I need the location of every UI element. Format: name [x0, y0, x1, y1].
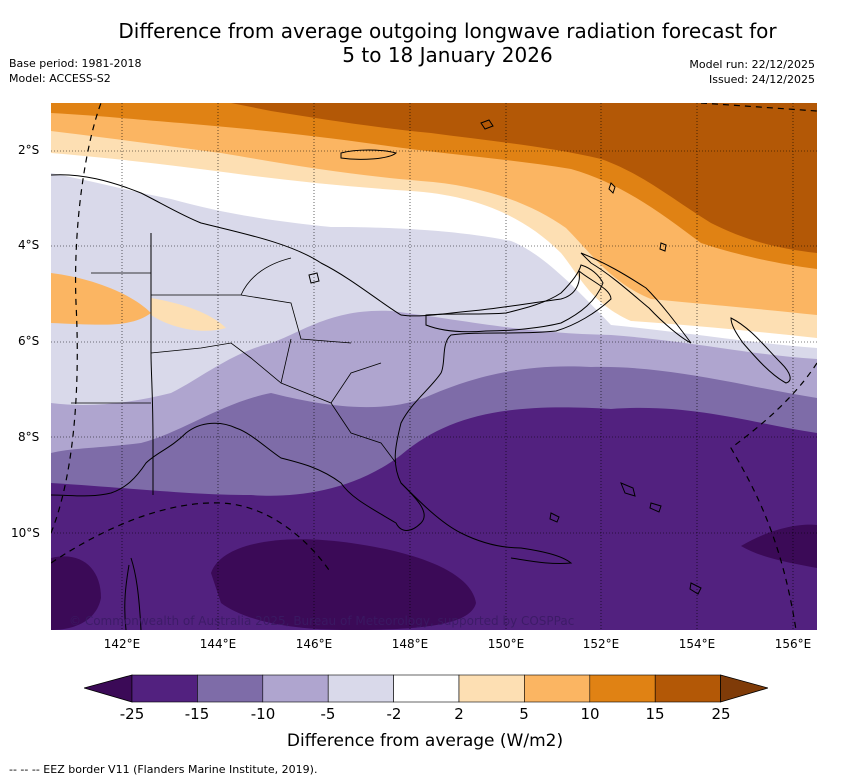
title-line-2: 5 to 18 January 2026: [342, 43, 553, 67]
cbar-tick-minus2: -2: [386, 705, 402, 723]
graticule: [51, 103, 817, 630]
eez-border-dashed: [50, 102, 818, 631]
lon-label-154e: 154°E: [678, 637, 716, 651]
lon-label-150e: 150°E: [487, 637, 525, 651]
bougainville-coastline: [730, 317, 791, 384]
colorbar-seg-8: [589, 674, 656, 703]
cbar-tick-plus2: 2: [454, 705, 464, 723]
blob-lt-minus25-east: [741, 524, 817, 568]
cbar-tick-plus25: 25: [711, 705, 731, 723]
meta-right: Model run: 22/12/2025 Issued: 24/12/2025: [689, 57, 815, 87]
colorbar-seg-4: [327, 674, 394, 703]
model-name: Model: ACCESS-S2: [9, 72, 111, 85]
colorbar-seg-3: [262, 674, 329, 703]
base-period: Base period: 1981-2018: [9, 57, 142, 70]
lon-label-144e: 144°E: [199, 637, 237, 651]
cbar-tick-plus10: 10: [580, 705, 600, 723]
cbar-tick-minus15: -15: [184, 705, 210, 723]
lat-label-2s: 2°S: [18, 143, 40, 157]
west-cream-patch: [151, 298, 226, 331]
lon-label-148e: 148°E: [391, 637, 429, 651]
colorbar-seg-1: [131, 674, 198, 703]
title-line-1: Difference from average outgoing longwav…: [118, 19, 777, 43]
chart-title: Difference from average outgoing longwav…: [0, 19, 850, 67]
map-panel: [50, 102, 818, 631]
cbar-tick-minus10: -10: [250, 705, 276, 723]
small-islands-north: [308, 119, 667, 284]
lon-label-152e: 152°E: [582, 637, 620, 651]
cape-york-coast: [124, 557, 142, 631]
cbar-tick-minus5: -5: [320, 705, 336, 723]
lon-label-156e: 156°E: [774, 637, 812, 651]
cbar-tick-plus15: 15: [645, 705, 665, 723]
blob-lt-minus25-southwest: [51, 556, 101, 630]
anomaly-map: [50, 102, 818, 631]
colorbar-extend-low: [82, 674, 133, 703]
meta-left: Base period: 1981-2018 Model: ACCESS-S2: [9, 56, 141, 86]
new-guinea-coastline: [50, 174, 612, 531]
colorbar-seg-5: [393, 674, 460, 703]
lon-label-146e: 146°E: [295, 637, 333, 651]
province-borders: [71, 257, 397, 464]
colorbar-seg-2: [197, 674, 264, 703]
new-britain-coastline: [425, 264, 604, 333]
lat-label-6s: 6°S: [18, 334, 40, 348]
colorbar: [82, 673, 770, 709]
colorbar-svg: [82, 674, 770, 703]
lat-label-10s: 10°S: [11, 526, 40, 540]
lat-label-4s: 4°S: [18, 238, 40, 252]
eez-legend: -- -- -- EEZ border V11 (Flanders Marine…: [9, 763, 318, 776]
lat-label-8s: 8°S: [18, 430, 40, 444]
papuan-peninsula-coast: [400, 482, 573, 564]
colorbar-seg-9: [654, 674, 721, 703]
colorbar-seg-6: [458, 674, 525, 703]
band-gt-plus15: [231, 103, 817, 253]
new-ireland-coastline: [580, 252, 692, 344]
model-run: Model run: 22/12/2025: [689, 58, 815, 71]
colorbar-title: Difference from average (W/m2): [286, 731, 564, 751]
colorbar-extend-high: [720, 674, 770, 703]
lon-label-142e: 142°E: [103, 637, 141, 651]
manus-island: [340, 149, 398, 160]
copyright-notice: © Commonwealth of Australia 2025, Bureau…: [69, 614, 575, 628]
issued-date: Issued: 24/12/2025: [708, 73, 815, 86]
cbar-tick-minus25: -25: [119, 705, 145, 723]
cbar-tick-plus5: 5: [519, 705, 529, 723]
colorbar-seg-7: [524, 674, 591, 703]
islands-southeast: [549, 482, 702, 595]
indonesia-png-border: [150, 233, 154, 495]
